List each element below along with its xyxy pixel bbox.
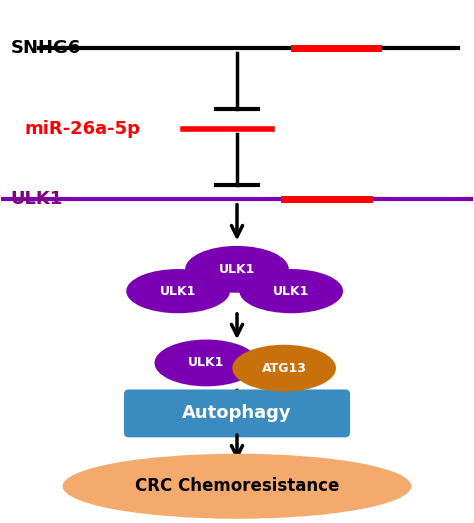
Text: ULK1: ULK1 [11,190,63,208]
Text: SNHG6: SNHG6 [11,39,81,57]
Ellipse shape [185,246,289,293]
Text: ATG13: ATG13 [262,361,307,374]
Ellipse shape [239,269,343,313]
FancyBboxPatch shape [124,390,350,437]
Text: miR-26a-5p: miR-26a-5p [25,120,141,138]
Ellipse shape [155,339,258,386]
Ellipse shape [126,269,230,313]
Text: ULK1: ULK1 [219,263,255,276]
Text: ULK1: ULK1 [160,285,196,298]
Text: ULK1: ULK1 [188,357,225,369]
Text: CRC Chemoresistance: CRC Chemoresistance [135,477,339,495]
Ellipse shape [232,345,336,392]
Text: ULK1: ULK1 [273,285,310,298]
Text: Autophagy: Autophagy [182,404,292,423]
Ellipse shape [63,454,411,519]
